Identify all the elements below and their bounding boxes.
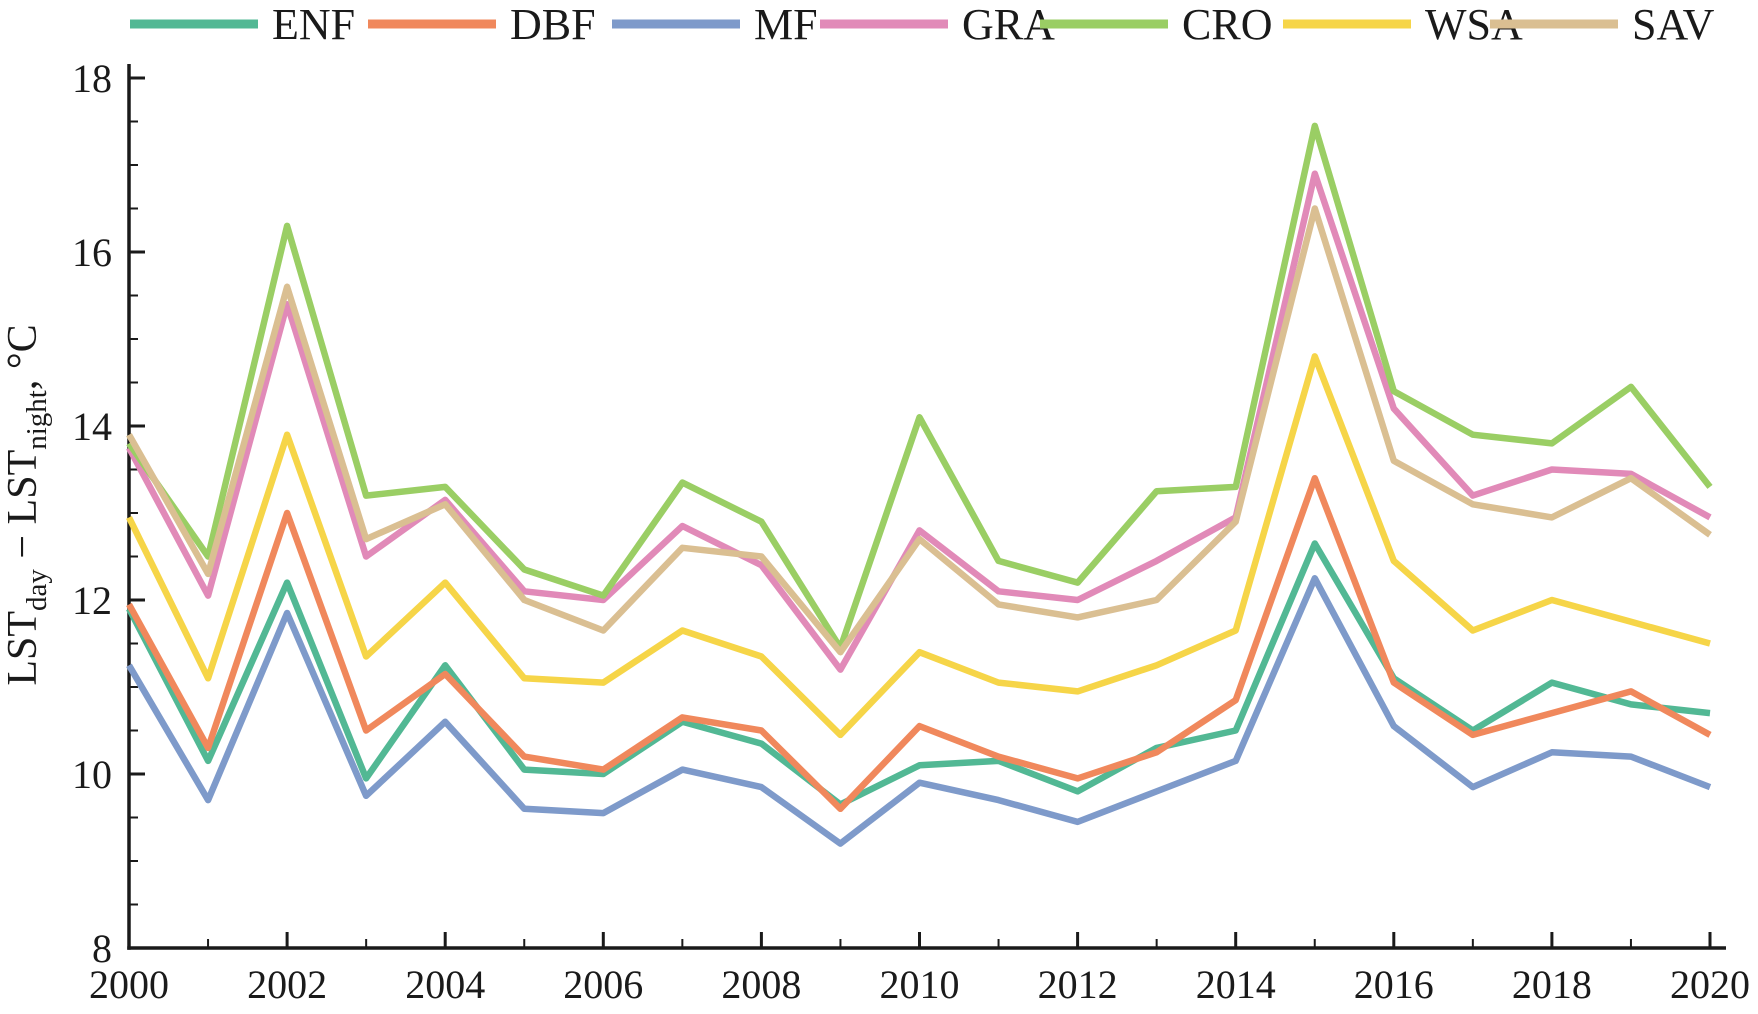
legend-item-SAV: SAV [1490,0,1715,49]
series-line-SAV [126,205,1712,656]
x-tick-label: 2004 [405,962,485,1007]
x-tick-label: 2006 [563,962,643,1007]
legend-label-MF: MF [754,0,818,49]
legend-item-WSA: WSA [1283,0,1523,49]
legend-item-CRO: CRO [1040,0,1272,49]
x-tick-label: 2002 [247,962,327,1007]
x-tick-label: 2016 [1354,962,1434,1007]
x-tick-label: 2014 [1196,962,1276,1007]
y-tick-label: 8 [92,926,112,971]
x-tick-label: 2020 [1670,962,1750,1007]
legend-label-DBF: DBF [510,0,596,49]
legend-item-DBF: DBF [368,0,596,49]
series-line-GRA [126,170,1712,673]
y-tick-label: 14 [72,404,112,449]
series-lines [126,122,1713,847]
y-tick-label: 18 [72,56,112,101]
series-line-DBF [126,474,1712,813]
legend-item-MF: MF [612,0,818,49]
x-tick-label: 2012 [1038,962,1118,1007]
y-tick-label: 10 [72,752,112,797]
legend-label-CRO: CRO [1182,0,1272,49]
y-tick-label: 16 [72,230,112,275]
legend-label-GRA: GRA [962,0,1055,49]
x-tick-label: 2000 [89,962,169,1007]
series-line-ENF [126,540,1711,808]
legend: ENF DBF MF GRA CRO WSA SAV [130,0,1715,49]
y-axis-title: LSTday − LSTnight, °C [0,324,53,685]
axes: 8 10 12 14 16 18 2000 2002 2004 2006 2008 2010 2012 2… [72,56,1750,1007]
legend-label-SAV: SAV [1632,0,1715,49]
legend-label-ENF: ENF [272,0,355,49]
legend-item-GRA: GRA [820,0,1055,49]
x-tick-label: 2010 [880,962,960,1007]
y-tick-label: 12 [72,578,112,623]
x-tick-label: 2018 [1512,962,1592,1007]
legend-item-ENF: ENF [130,0,355,49]
x-tick-label: 2008 [721,962,801,1007]
series-line-CRO [126,122,1713,652]
series-line-WSA [126,353,1711,739]
series-line-MF [126,575,1712,847]
